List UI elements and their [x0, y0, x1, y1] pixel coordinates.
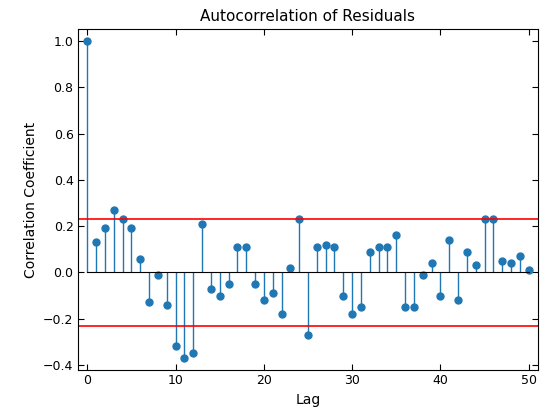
- Y-axis label: Correlation Coefficient: Correlation Coefficient: [24, 121, 38, 278]
- Title: Autocorrelation of Residuals: Autocorrelation of Residuals: [200, 9, 416, 24]
- X-axis label: Lag: Lag: [295, 393, 321, 407]
